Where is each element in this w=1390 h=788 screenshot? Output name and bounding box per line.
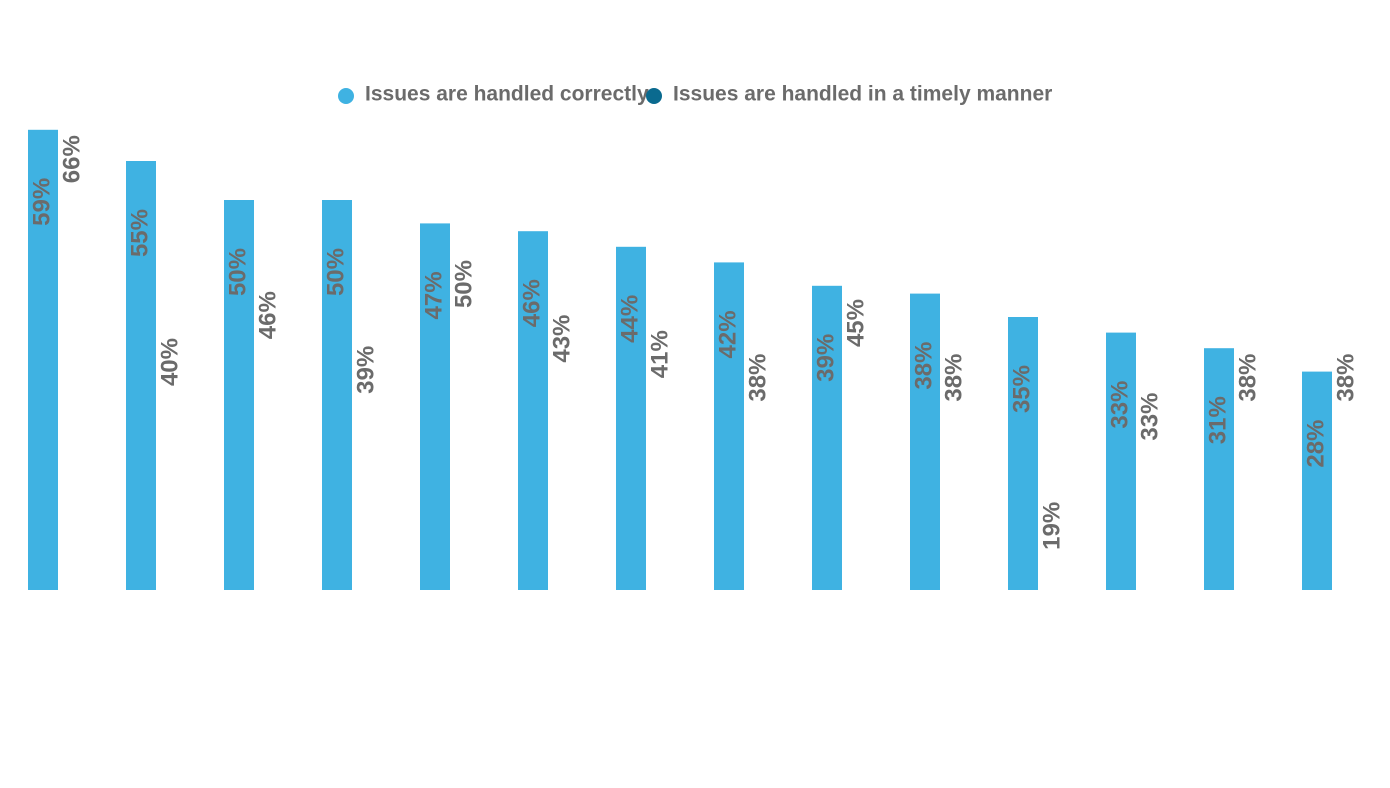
value-label: 66% [58, 135, 85, 183]
bar [1332, 294, 1362, 590]
bar [646, 270, 676, 590]
value-label: 19% [1038, 502, 1065, 550]
legend-label: Issues are handled in a timely manner [673, 83, 1052, 106]
value-label: 47% [420, 271, 447, 319]
value-label: 50% [450, 260, 477, 308]
bar [842, 239, 872, 590]
bar [1008, 317, 1038, 590]
bar [1234, 294, 1264, 590]
value-label: 46% [518, 279, 545, 327]
value-label: 50% [224, 248, 251, 296]
value-label: 59% [28, 178, 55, 226]
value-label: 38% [940, 354, 967, 402]
legend-swatch [338, 88, 354, 104]
bar [518, 231, 548, 590]
value-label: 33% [1136, 393, 1163, 441]
value-label: 38% [1234, 354, 1261, 402]
bar [812, 285, 842, 590]
bar [224, 200, 254, 590]
bar [714, 262, 744, 590]
bar [126, 161, 156, 590]
bar [450, 200, 480, 590]
value-label: 38% [1332, 354, 1359, 402]
bar [1204, 348, 1234, 590]
value-label: 31% [1204, 396, 1231, 444]
bar [548, 255, 578, 590]
bar [156, 278, 186, 590]
value-label: 40% [156, 338, 183, 386]
value-label: 43% [548, 315, 575, 363]
legend-label: Issues are handled correctly [365, 83, 649, 106]
value-label: 42% [714, 310, 741, 358]
bar [940, 294, 970, 590]
bar [1136, 333, 1166, 590]
legend-swatch [646, 88, 662, 104]
bar [254, 231, 284, 590]
value-label: 44% [616, 295, 643, 343]
value-label: 33% [1106, 381, 1133, 429]
bar [1302, 371, 1332, 590]
value-label: 55% [126, 209, 153, 257]
value-label: 45% [842, 299, 869, 347]
bar [420, 223, 450, 590]
bar [1106, 332, 1136, 590]
bar [352, 286, 382, 590]
value-label: 39% [812, 334, 839, 382]
bar [322, 200, 352, 590]
value-label: 50% [322, 248, 349, 296]
bar [28, 129, 58, 591]
value-label: 41% [646, 330, 673, 378]
bar [616, 246, 646, 591]
bar [744, 294, 774, 590]
value-label: 35% [1008, 365, 1035, 413]
bar [910, 293, 940, 590]
value-label: 28% [1302, 420, 1329, 468]
value-label: 38% [910, 342, 937, 390]
value-label: 38% [744, 354, 771, 402]
value-label: 39% [352, 346, 379, 394]
value-label: 46% [254, 291, 281, 339]
